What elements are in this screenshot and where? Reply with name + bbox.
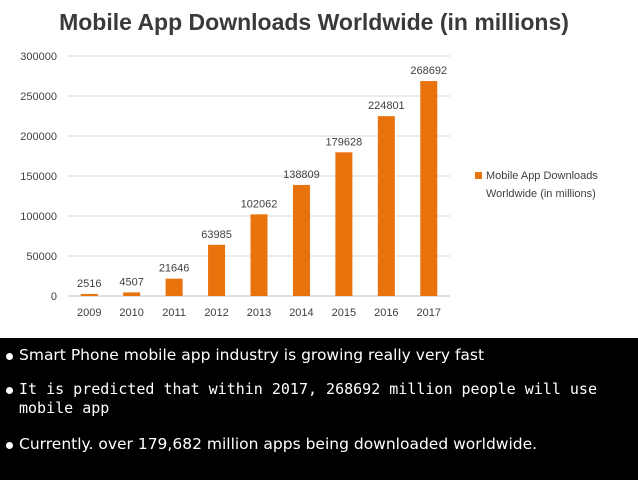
- bullet-item-2: It is predicted that within 2017, 268692…: [6, 380, 636, 418]
- x-tick-label: 2011: [162, 307, 186, 319]
- bar: [250, 214, 268, 296]
- bar: [208, 244, 226, 296]
- y-tick-label: 0: [51, 291, 57, 303]
- bullet-item-3: Currently. over 179,682 million apps bei…: [6, 435, 636, 454]
- chart-title: Mobile App Downloads Worldwide (in milli…: [59, 9, 569, 35]
- bullet-dot-icon: [6, 353, 13, 360]
- y-tick-label: 200000: [20, 131, 57, 143]
- legend-swatch: [475, 172, 482, 179]
- y-tick-label: 150000: [20, 171, 57, 183]
- y-tick-label: 300000: [20, 51, 57, 63]
- bullet-dot-icon: [6, 387, 13, 394]
- data-label: 4507: [119, 276, 143, 288]
- y-tick-label: 100000: [20, 211, 57, 223]
- bar: [80, 293, 98, 296]
- bullet-text-2: It is predicted that within 2017, 268692…: [19, 380, 636, 418]
- x-tick-label: 2010: [119, 307, 143, 319]
- bar: [292, 184, 310, 296]
- chart-panel: Mobile App Downloads Worldwide (in milli…: [0, 0, 638, 338]
- y-tick-label: 250000: [20, 91, 57, 103]
- data-label: 21646: [159, 263, 190, 275]
- bar: [377, 116, 395, 296]
- data-labels: 2516 4507 21646 63985 102062 138809 179628 2248…: [77, 65, 447, 290]
- bullet-item-1: Smart Phone mobile app industry is growi…: [6, 346, 636, 365]
- bar: [335, 152, 353, 296]
- chart-svg: Mobile App Downloads Worldwide (in milli…: [20, 9, 598, 319]
- data-label: 224801: [368, 100, 405, 112]
- bullet-text-2-line1: It is predicted that within 2017, 268692…: [19, 380, 597, 398]
- data-label: 63985: [201, 229, 232, 241]
- x-tick-label: 2015: [332, 307, 356, 319]
- bullet-text-2-line2: mobile app: [19, 399, 110, 417]
- bar: [123, 292, 141, 296]
- y-tick-label: 50000: [26, 251, 57, 263]
- bar: [165, 278, 183, 296]
- bullet-list: Smart Phone mobile app industry is growi…: [0, 338, 638, 480]
- x-tick-label: 2016: [374, 307, 398, 319]
- bullet-dot-icon: [6, 442, 13, 449]
- y-tick-labels: 0 50000 100000 150000 200000 250000 300000: [20, 51, 57, 303]
- x-tick-label: 2009: [77, 307, 101, 319]
- bar: [420, 81, 438, 296]
- bars: [80, 81, 438, 296]
- data-label: 179628: [326, 136, 363, 148]
- legend: Mobile App Downloads Worldwide (in milli…: [475, 170, 598, 200]
- x-tick-label: 2014: [289, 307, 313, 319]
- x-tick-label: 2017: [417, 307, 441, 319]
- x-tick-label: 2013: [247, 307, 271, 319]
- data-label: 2516: [77, 278, 101, 290]
- legend-label-line1: Mobile App Downloads: [486, 170, 598, 182]
- bullet-text-3: Currently. over 179,682 million apps bei…: [19, 435, 538, 453]
- legend-label-line2: Worldwide (in millions): [486, 188, 596, 200]
- data-label: 138809: [283, 169, 320, 181]
- data-label: 268692: [410, 65, 447, 77]
- x-tick-label: 2012: [204, 307, 228, 319]
- x-tick-labels: 2009 2010 2011 2012 2013 2014 2015 2016 2017: [77, 307, 441, 319]
- data-label: 102062: [241, 198, 278, 210]
- bullet-text-1: Smart Phone mobile app industry is growi…: [19, 346, 485, 364]
